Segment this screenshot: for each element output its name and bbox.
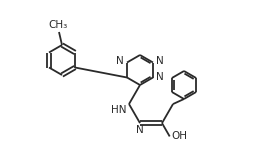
Text: N: N	[136, 125, 144, 135]
Text: N: N	[116, 57, 124, 67]
Text: N: N	[156, 57, 164, 67]
Text: CH₃: CH₃	[48, 20, 68, 30]
Text: HN: HN	[112, 105, 127, 115]
Text: OH: OH	[172, 131, 188, 141]
Text: N: N	[156, 73, 164, 82]
